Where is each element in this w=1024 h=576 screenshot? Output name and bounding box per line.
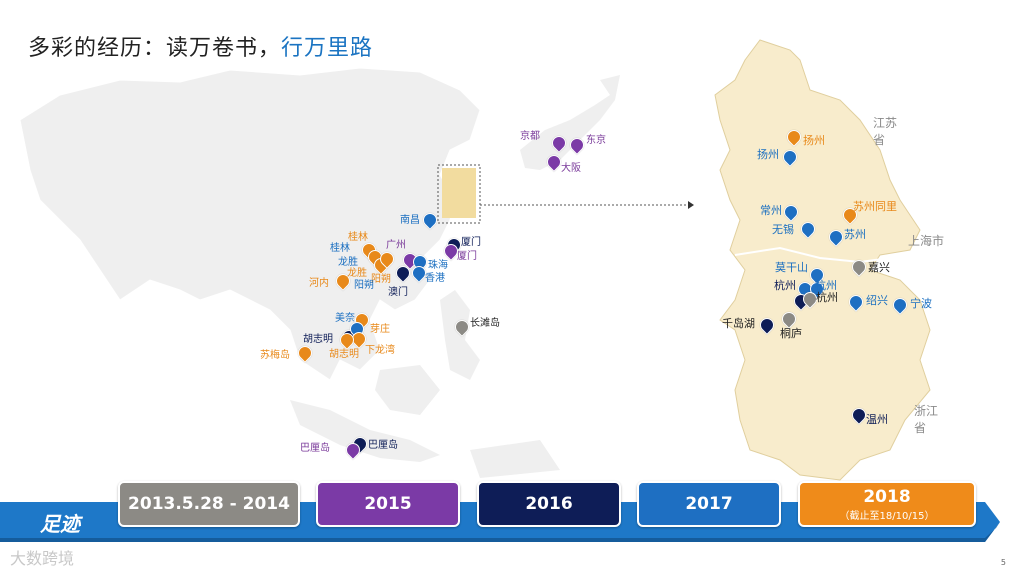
province-border [734, 246, 891, 264]
year-label: 2013.5.28 - 2014 [128, 494, 290, 514]
timeline-label: 足迹 [40, 512, 80, 536]
label-suzhou-tongli: 苏州同里 [853, 200, 897, 213]
label-tokyo: 东京 [586, 135, 606, 146]
page-number: 5 [1000, 558, 1006, 567]
label-nanchang: 南昌 [400, 215, 420, 226]
label-halong: 下龙湾 [365, 345, 395, 356]
borneo-landmass [375, 365, 440, 415]
label-hcm-2018: 胡志明 [329, 349, 359, 360]
australia-landmass [470, 440, 560, 478]
year-box-2016[interactable]: 2016 [477, 481, 621, 527]
label-muine: 美奈 [335, 313, 355, 324]
label-kyoto: 京都 [520, 131, 540, 142]
label-guilin-2018: 桂林 [348, 232, 368, 243]
label-samui: 苏梅岛 [260, 350, 290, 361]
japan-landmass [520, 75, 620, 170]
watermark: 大数跨境 [10, 549, 75, 568]
label-yangshuo-2017: 阳朔 [354, 280, 374, 291]
title-part1: 多彩的经历：读万卷书， [28, 36, 282, 61]
province-jiangsu-text: 江苏省 [873, 116, 898, 147]
year-box-2015[interactable]: 2015 [316, 481, 460, 527]
label-jiaxing: 嘉兴 [868, 261, 890, 274]
province-shanghai: 上海市 [908, 234, 945, 248]
label-hanoi: 河内 [309, 278, 329, 289]
label-qiandaohu: 千岛湖 [722, 317, 755, 330]
label-bali-2015: 巴厘岛 [300, 443, 330, 454]
title-part2: 行万里路 [281, 36, 374, 61]
label-yangshuo-2018: 阳朔 [371, 274, 391, 285]
year-box-2018[interactable]: 2018 （截止至18/10/15） [798, 481, 976, 527]
label-bali-2016: 巴厘岛 [368, 440, 398, 451]
jiangsu-zhejiang-map [714, 39, 931, 481]
slide-title: 多彩的经历：读万卷书，行万里路 [28, 30, 373, 62]
province-zhejiang-text: 浙江省 [914, 404, 939, 435]
year-label: 2016 [525, 494, 573, 514]
label-longsheng-2017: 龙胜 [338, 257, 358, 268]
label-hongkong: 香港 [425, 273, 445, 284]
label-zhuhai: 珠海 [428, 260, 448, 271]
year-note: （截止至18/10/15） [839, 510, 935, 522]
label-xiamen-2016: 厦门 [461, 237, 481, 248]
highlight-region [442, 168, 476, 218]
label-boracay: 长滩岛 [470, 318, 500, 329]
label-yangzhou-2017: 扬州 [757, 148, 779, 161]
label-hangzhou-2017: 杭州 [815, 279, 837, 292]
label-xiamen-2015: 厦门 [457, 251, 477, 262]
label-osaka: 大阪 [561, 163, 581, 174]
label-macau: 澳门 [388, 287, 408, 298]
label-moganshan: 莫干山 [775, 261, 808, 274]
label-hcm-2016: 胡志明 [303, 334, 333, 345]
label-suzhou: 苏州 [844, 228, 866, 241]
year-label: 2018 [863, 486, 911, 507]
label-shaoxing: 绍兴 [866, 294, 888, 307]
indonesia-landmass [290, 400, 440, 462]
asia-landmass [19, 67, 481, 381]
year-label: 2015 [364, 494, 412, 514]
label-nhatrang: 芽庄 [370, 324, 390, 335]
label-hangzhou-2016: 杭州 [774, 279, 796, 292]
year-label: 2017 [685, 494, 733, 514]
province-jiangsu: 江苏省 [873, 114, 899, 148]
label-guilin-2017: 桂林 [330, 243, 350, 254]
label-ningbo: 宁波 [910, 297, 932, 310]
label-hangzhou-2014: 杭州 [816, 291, 838, 304]
label-longsheng-2018: 龙胜 [347, 268, 367, 279]
label-tonglu: 桐庐 [780, 327, 802, 340]
label-yangzhou-2018: 扬州 [803, 134, 825, 147]
label-guangzhou: 广州 [386, 240, 406, 251]
province-zhejiang: 浙江省 [914, 402, 940, 436]
year-box-2017[interactable]: 2017 [637, 481, 781, 527]
label-wenzhou: 温州 [866, 413, 888, 426]
year-box-2014[interactable]: 2013.5.28 - 2014 [118, 481, 300, 527]
label-changzhou: 常州 [760, 204, 782, 217]
highlight-box [437, 164, 481, 224]
label-wuxi: 无锡 [772, 223, 794, 236]
zoom-arrow-head [688, 201, 694, 209]
